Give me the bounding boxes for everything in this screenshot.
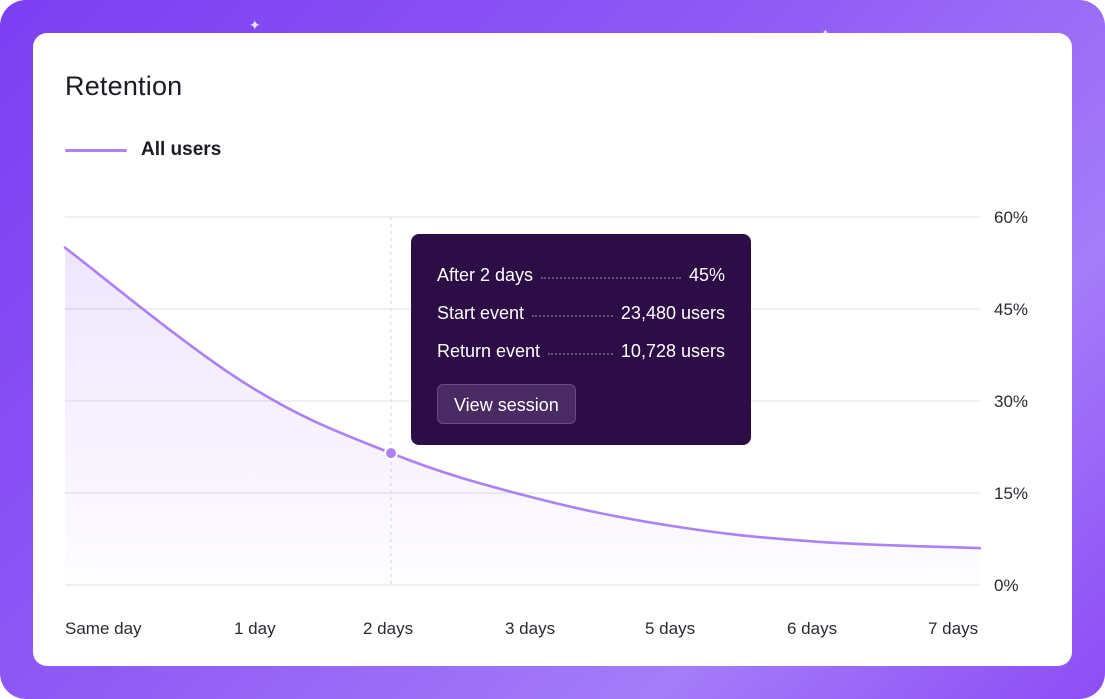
tooltip-leader xyxy=(541,277,681,279)
tooltip-row-return-event: Return event 10,728 users xyxy=(437,332,725,370)
x-tick-label: 7 days xyxy=(928,619,978,638)
sparkle-icon: ✦ xyxy=(822,26,829,40)
y-tick-label: 15% xyxy=(994,484,1028,503)
x-tick-label: 1 day xyxy=(234,619,276,638)
series-area-all-users xyxy=(65,247,980,585)
x-tick-label: 2 days xyxy=(363,619,413,638)
legend-label: All users xyxy=(141,139,222,160)
retention-chart: 60% 45% 30% 15% 0% Same day 1 day 2 days 3 days… xyxy=(63,208,1028,638)
sparkle-icon: ✦ xyxy=(249,17,261,33)
chart-legend: All users xyxy=(65,139,221,161)
x-tick-label: Same day xyxy=(65,619,142,638)
chart-title: Retention xyxy=(65,71,183,101)
x-tick-label: 6 days xyxy=(787,619,837,638)
tooltip-value: 45% xyxy=(688,264,725,285)
legend-swatch xyxy=(65,148,127,152)
x-tick-label: 5 days xyxy=(645,619,695,638)
highlight-point[interactable] xyxy=(384,446,398,461)
tooltip-value: 10,728 users xyxy=(620,340,725,361)
data-tooltip: After 2 days 45% Start event 23,480 user… xyxy=(411,234,751,445)
tooltip-label: Start event xyxy=(437,302,525,323)
x-tick-label: 3 days xyxy=(505,619,555,638)
y-tick-label: 30% xyxy=(994,392,1028,411)
retention-card: Retention All users 60% 45% 30% 15% 0% Same … xyxy=(33,33,1072,666)
tooltip-label: Return event xyxy=(437,340,541,361)
tooltip-leader xyxy=(532,315,613,317)
y-tick-label: 60% xyxy=(994,208,1028,227)
tooltip-value: 23,480 users xyxy=(620,302,725,323)
y-tick-label: 45% xyxy=(994,300,1028,319)
series-line-all-users xyxy=(63,246,982,550)
tooltip-row-period: After 2 days 45% xyxy=(437,256,725,294)
tooltip-label: After 2 days xyxy=(437,264,534,285)
y-tick-label: 0% xyxy=(994,576,1019,595)
tooltip-leader xyxy=(548,353,613,355)
view-session-button[interactable]: View session xyxy=(437,384,576,424)
tooltip-row-start-event: Start event 23,480 users xyxy=(437,294,725,332)
